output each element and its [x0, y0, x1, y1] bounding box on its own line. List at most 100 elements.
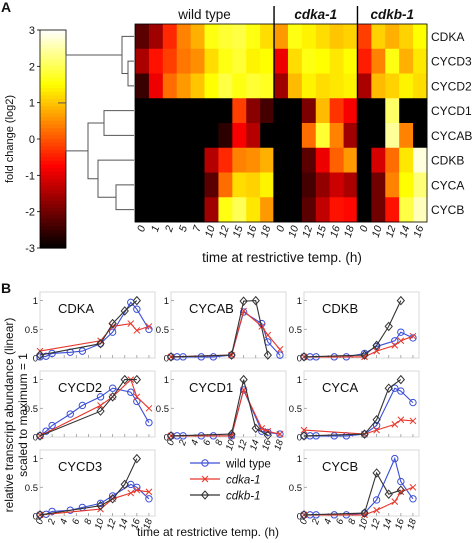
marker-x: [409, 332, 417, 340]
x-tick-label: 10: [357, 517, 371, 531]
heatmap-cell: [287, 48, 303, 74]
colorbar-strip: [40, 62, 66, 67]
heatmap-cell: [176, 123, 192, 149]
y-tick-label: 1: [297, 454, 302, 465]
x-tick-label: 18: [141, 517, 155, 531]
marker-diamond: [372, 340, 381, 351]
b-x-label: time at restrictive temp. (h): [137, 525, 279, 539]
marker-diamond: [35, 431, 45, 441]
marker-circle: [197, 353, 205, 361]
series-line-cdkb-1: [170, 300, 269, 358]
heatmap-cell: [204, 172, 219, 198]
heatmap-cell: [162, 172, 178, 198]
marker-diamond: [360, 429, 369, 439]
colorbar-strip: [40, 157, 66, 162]
x-tick-label: 2: [310, 517, 323, 527]
colorbar-strip: [40, 139, 66, 144]
heatmap-cell: [315, 123, 331, 149]
heatmap-cell: [329, 147, 344, 173]
colorbar-strip: [40, 80, 66, 86]
colorbar-strip: [40, 237, 66, 242]
column-tick-label: 12: [384, 224, 399, 239]
legend-label-wild-type: wild type: [225, 459, 271, 471]
heatmap-cell: [301, 172, 317, 198]
marker-diamond: [120, 374, 129, 385]
heatmap-cell: [135, 98, 150, 124]
marker-circle: [96, 393, 105, 401]
column-tick-label: 2: [163, 224, 177, 234]
x-tick-label: 16: [260, 438, 274, 452]
group-header-cdkb-1: cdkb-1: [370, 7, 414, 22]
colorbar-strip: [40, 208, 66, 213]
row-label-cycd3: CYCD3: [431, 55, 472, 69]
colorbar-label: fold change (log2): [4, 95, 16, 183]
series-line-cdkb-1: [39, 300, 138, 356]
marker-diamond: [200, 490, 210, 500]
heatmap-cell: [218, 123, 233, 149]
x-tick-label: 6: [334, 517, 346, 526]
y-tick-label: 0: [164, 433, 169, 444]
heatmap-cell: [371, 48, 386, 74]
marker-x: [133, 486, 141, 494]
x-tick-label: 4: [322, 518, 334, 526]
x-tick-label: 0: [298, 517, 310, 526]
heatmap-cell: [357, 24, 372, 50]
heatmap-cell: [232, 172, 247, 198]
marker-x: [97, 337, 104, 345]
x-tick-label: 0: [34, 517, 46, 526]
colorbar-strip: [40, 37, 66, 42]
y-tick-label: 1: [33, 375, 38, 386]
colorbar-strip: [40, 55, 66, 60]
series-line-cdka-1: [39, 489, 149, 516]
y-tick-label: 1: [297, 296, 302, 307]
heatmap-cell: [246, 123, 261, 149]
marker-diamond: [96, 500, 105, 511]
heatmap-cell: [287, 98, 303, 124]
heatmap-cell: [343, 172, 358, 198]
dendrogram-link: [103, 110, 134, 136]
marker-circle: [391, 454, 399, 463]
heatmap-cell: [329, 48, 344, 74]
marker-x: [409, 417, 417, 425]
heatmap-cell: [176, 48, 192, 74]
marker-diamond: [96, 406, 105, 416]
heatmap-cell: [232, 147, 247, 173]
marker-diamond: [120, 479, 129, 490]
colorbar: 3 2 1 0 -1 -2 -3 fold change (log2): [4, 25, 67, 255]
heatmap-cell: [399, 123, 414, 149]
series-line-cdka-1: [303, 419, 413, 435]
heatmap-cell: [301, 48, 317, 74]
colorbar-strip: [40, 44, 66, 49]
colorbar-strip: [40, 120, 66, 126]
y-tick-label: 0.5: [156, 325, 169, 336]
x-tick-label: 6: [201, 438, 213, 447]
heatmap-cell: [246, 197, 261, 223]
heatmap-cell: [385, 73, 400, 99]
marker-diamond: [166, 431, 176, 441]
x-tick-label: 10: [224, 438, 238, 452]
heatmap-cell: [218, 197, 233, 223]
heatmap-cell: [385, 172, 400, 198]
x-tick-label: 2: [177, 438, 190, 448]
x-tick-label: 18: [405, 517, 419, 531]
marker-diamond: [35, 350, 45, 360]
heatmap-cell: [274, 98, 289, 124]
colorbar-strip: [40, 229, 66, 235]
marker-diamond: [396, 295, 406, 306]
heatmap-cell: [287, 197, 303, 223]
heatmap-cell: [246, 73, 261, 99]
colorbar-strip: [40, 218, 66, 224]
heatmap-cell: [399, 172, 414, 198]
dendrogram-link: [65, 54, 122, 152]
heatmap-cell: [204, 123, 219, 149]
marker-x: [127, 489, 135, 497]
heatmap-cell: [204, 197, 219, 223]
colorbar-strip: [40, 99, 66, 104]
heatmap-cell: [232, 48, 247, 74]
x-tick-label: 8: [213, 438, 225, 447]
heatmap-cell: [148, 197, 164, 223]
x-tick-label: 8: [82, 517, 94, 526]
